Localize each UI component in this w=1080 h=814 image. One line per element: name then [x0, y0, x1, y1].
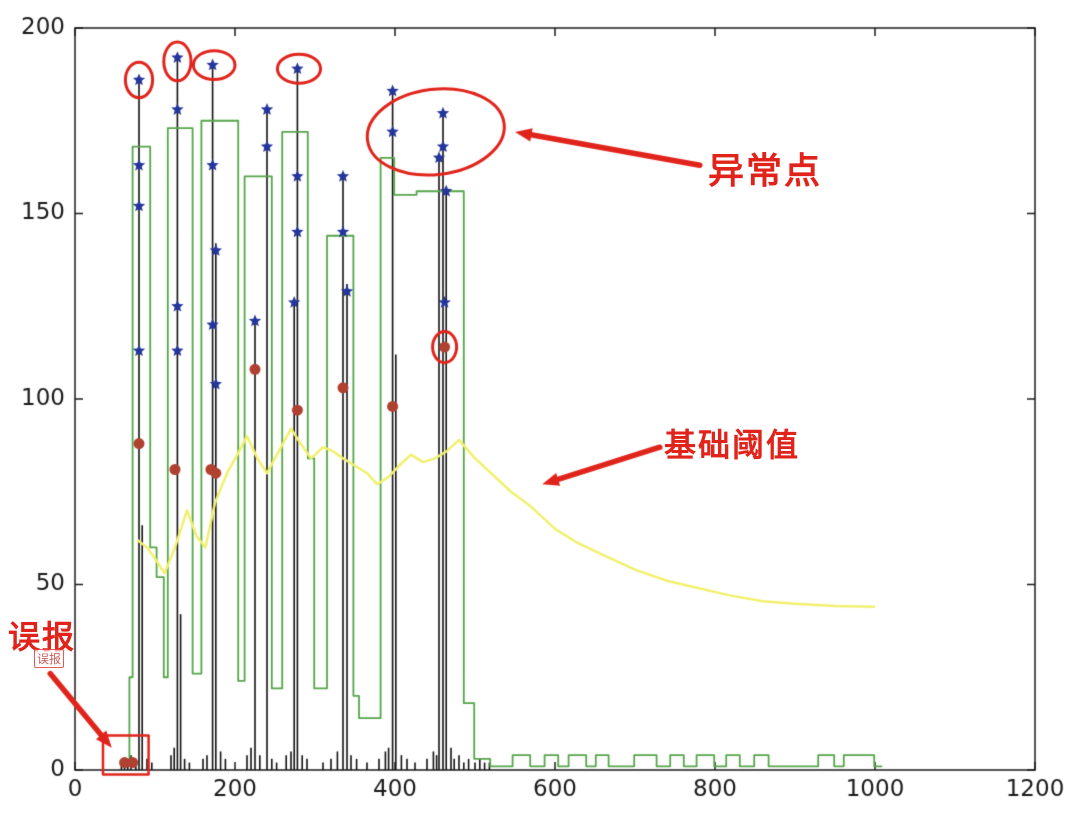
label-false-positive-small: 误报 — [34, 649, 65, 668]
label-anomaly-points: 异常点 — [708, 150, 823, 191]
label-base-threshold: 基础阈值 — [664, 427, 801, 463]
